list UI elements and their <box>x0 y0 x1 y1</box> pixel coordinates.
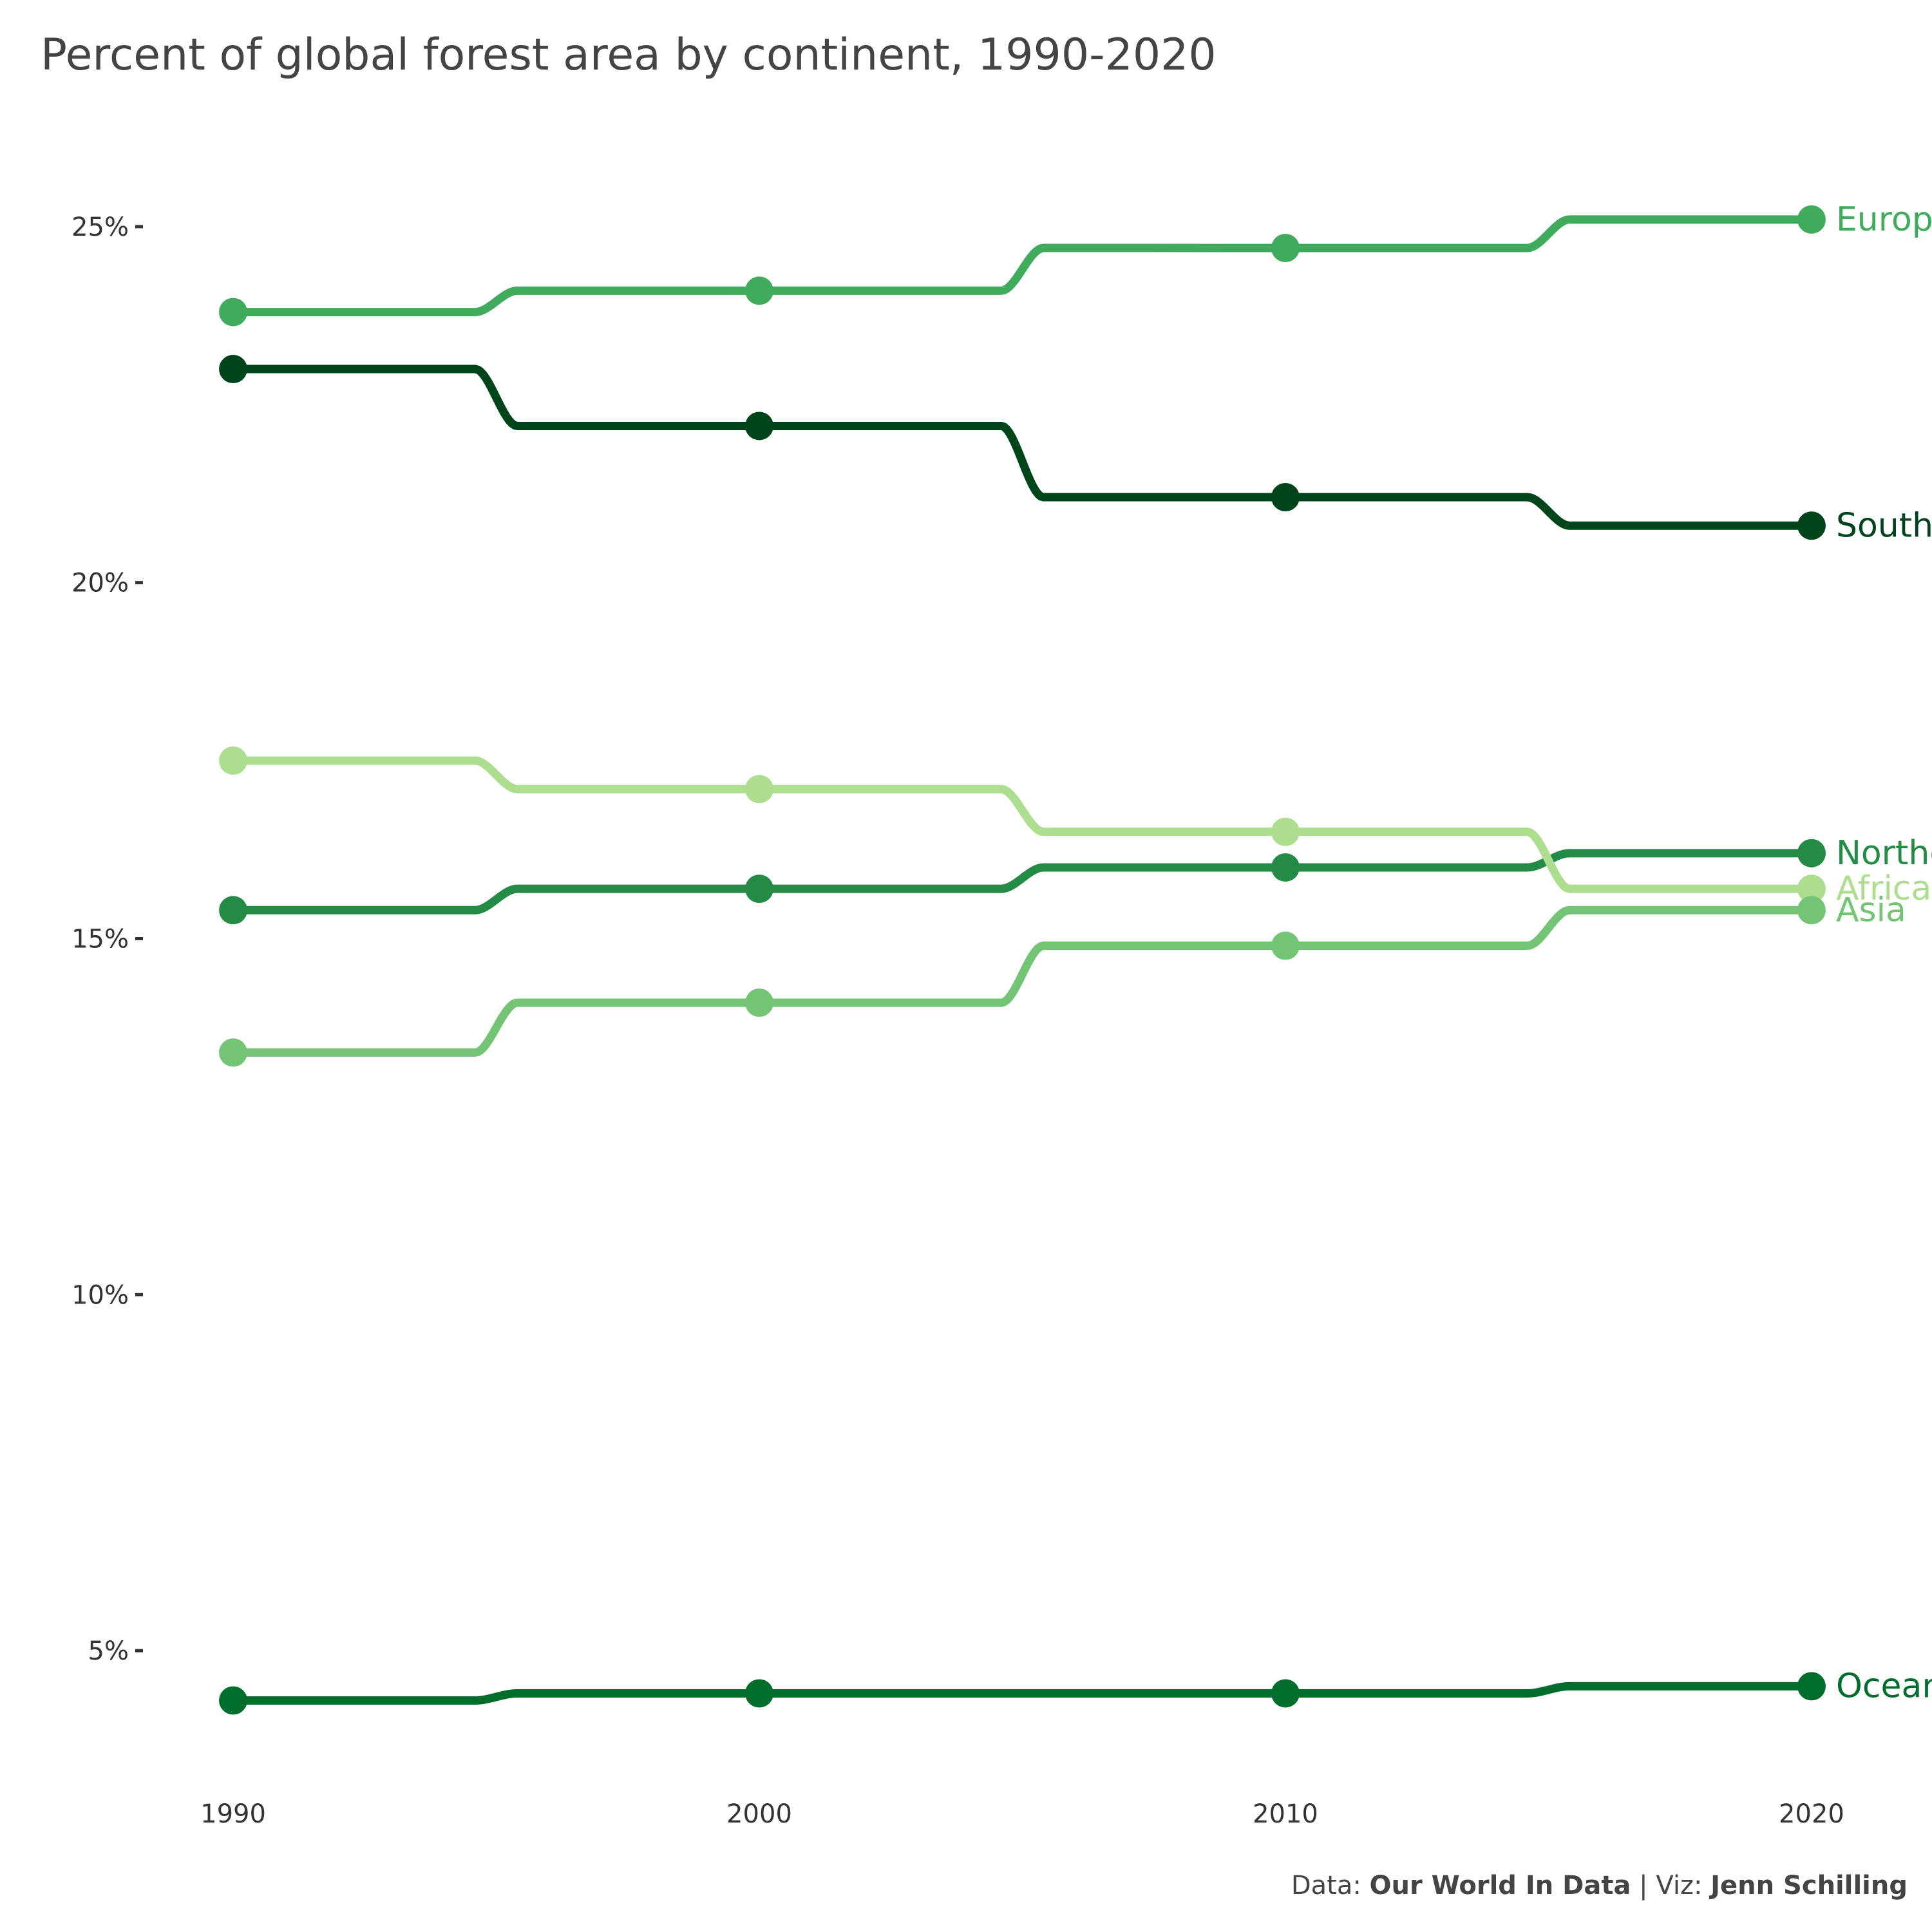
x-tick-label: 2020 <box>1779 1799 1844 1829</box>
data-point-asia <box>219 1038 248 1067</box>
y-tick-label: 5% <box>88 1636 129 1666</box>
series-label-oceania: Oceania <box>1836 1667 1932 1705</box>
data-point-south-america <box>745 412 774 440</box>
data-point-europe <box>1271 234 1300 263</box>
caption-separator: | Viz: <box>1631 1871 1710 1900</box>
y-tick-label: 25% <box>71 213 129 242</box>
series-label-asia: Asia <box>1836 891 1906 929</box>
caption: Data: Our World In Data | Viz: Jenn Schi… <box>1291 1871 1908 1900</box>
y-axis: 5% 10% 15% 20% 25% <box>71 213 143 1666</box>
data-point-africa <box>1271 817 1300 846</box>
series-label-northern-america: Northern America <box>1836 834 1932 873</box>
chart-title: Percent of global forest area by contine… <box>41 30 1217 80</box>
data-point-oceania <box>219 1686 248 1715</box>
series-line-africa <box>229 756 1816 893</box>
caption-data-source: Our World In Data <box>1370 1871 1631 1900</box>
series-points <box>219 205 1826 1715</box>
series-line-europe <box>229 215 1816 317</box>
series-line-south-america <box>229 365 1816 530</box>
series-lines <box>229 215 1816 1705</box>
data-point-oceania <box>1271 1679 1300 1708</box>
series-label-africa: Africa <box>1836 869 1931 908</box>
data-point-northern-america <box>745 875 774 904</box>
data-point-oceania <box>745 1679 774 1708</box>
x-tick-label: 1990 <box>200 1799 266 1829</box>
data-point-africa <box>745 775 774 804</box>
data-point-south-america <box>1797 511 1826 540</box>
caption-author: Jenn Schilling <box>1709 1871 1908 1900</box>
series-label-europe: Europe <box>1836 200 1932 239</box>
series-labels: Europe South America Northern AmericaAfric… <box>1836 200 1932 1706</box>
series-line-northern-america <box>229 849 1816 914</box>
data-point-northern-america <box>219 896 248 925</box>
data-point-asia <box>1797 896 1826 925</box>
data-point-south-america <box>219 355 248 384</box>
series-label-south-america: South America <box>1836 506 1932 545</box>
x-tick-label: 2010 <box>1253 1799 1318 1829</box>
series-line-oceania <box>229 1681 1816 1705</box>
data-point-europe <box>1797 205 1826 234</box>
series-line-asia <box>229 905 1816 1057</box>
x-axis: 1990 2000 2010 2020 <box>200 1799 1844 1829</box>
data-point-northern-america <box>1797 838 1826 867</box>
data-point-africa <box>1797 875 1826 904</box>
x-tick-label: 2000 <box>726 1799 792 1829</box>
y-tick-label: 15% <box>71 925 129 954</box>
data-point-europe <box>219 298 248 327</box>
data-point-asia <box>745 989 774 1018</box>
data-point-oceania <box>1797 1672 1826 1701</box>
y-tick-label: 20% <box>71 569 129 598</box>
data-point-northern-america <box>1271 853 1300 882</box>
data-point-south-america <box>1271 483 1300 512</box>
data-point-africa <box>219 746 248 775</box>
caption-data-prefix: Data: <box>1291 1871 1370 1900</box>
data-point-asia <box>1271 931 1300 960</box>
data-point-europe <box>745 276 774 305</box>
y-tick-label: 10% <box>71 1280 129 1310</box>
